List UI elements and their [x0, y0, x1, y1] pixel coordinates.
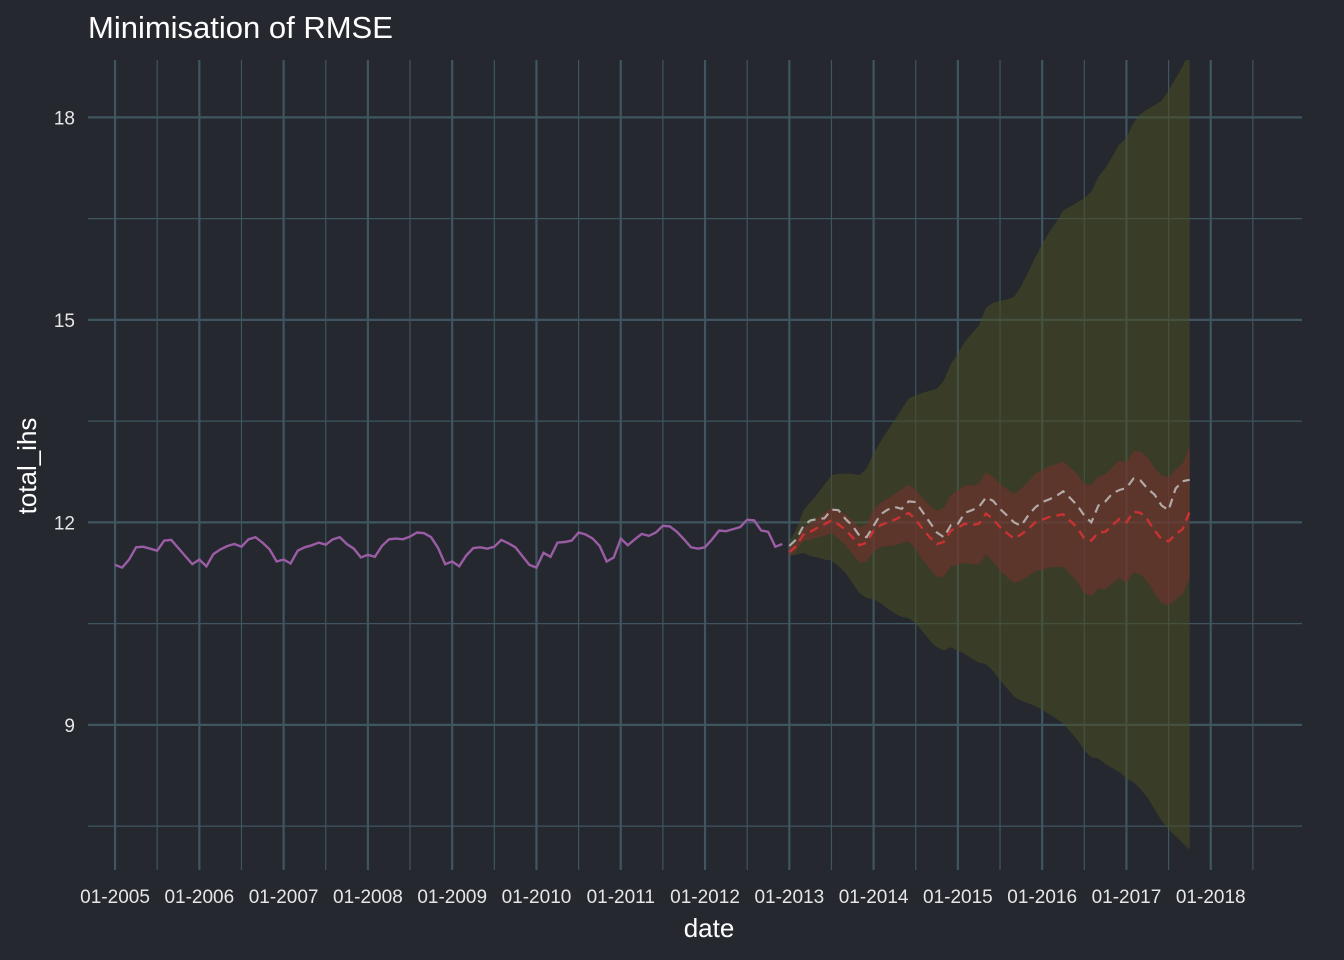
x-tick-label: 01-2005 [80, 887, 150, 908]
actual-line [788, 477, 1190, 547]
x-tick-label: 01-2017 [1092, 887, 1162, 908]
band-80 [789, 445, 1190, 606]
x-tick-label: 01-2012 [670, 887, 740, 908]
x-tick-label: 01-2010 [502, 887, 572, 908]
history-line [114, 518, 783, 570]
x-axis-title: date [684, 913, 735, 943]
forecast-bands [789, 60, 1190, 850]
y-tick-label: 15 [54, 311, 75, 332]
x-tick-label: 01-2011 [587, 887, 655, 908]
series-lines [114, 477, 1191, 570]
y-axis-ticks: 9 12 15 18 [54, 108, 75, 737]
x-tick-label: 01-2007 [249, 887, 319, 908]
x-tick-label: 01-2009 [417, 887, 487, 908]
x-tick-label: 01-2016 [1007, 887, 1077, 908]
x-tick-label: 01-2006 [164, 887, 234, 908]
x-axis-ticks: 01-2005 01-2006 01-2007 01-2008 01-2009 01-20… [80, 887, 1245, 908]
chart-title: Minimisation of RMSE [88, 10, 393, 45]
x-tick-label: 01-2008 [333, 887, 403, 908]
y-axis-title: total_ihs [12, 418, 42, 515]
y-tick-label: 18 [54, 108, 75, 129]
x-tick-label: 01-2015 [923, 887, 993, 908]
x-tick-label: 01-2018 [1176, 887, 1246, 908]
y-tick-label: 9 [64, 716, 75, 737]
x-tick-label: 01-2013 [754, 887, 824, 908]
band-95 [789, 60, 1190, 850]
x-tick-label: 01-2014 [839, 887, 909, 908]
y-tick-label: 12 [54, 513, 75, 534]
forecast-line [788, 510, 1191, 554]
